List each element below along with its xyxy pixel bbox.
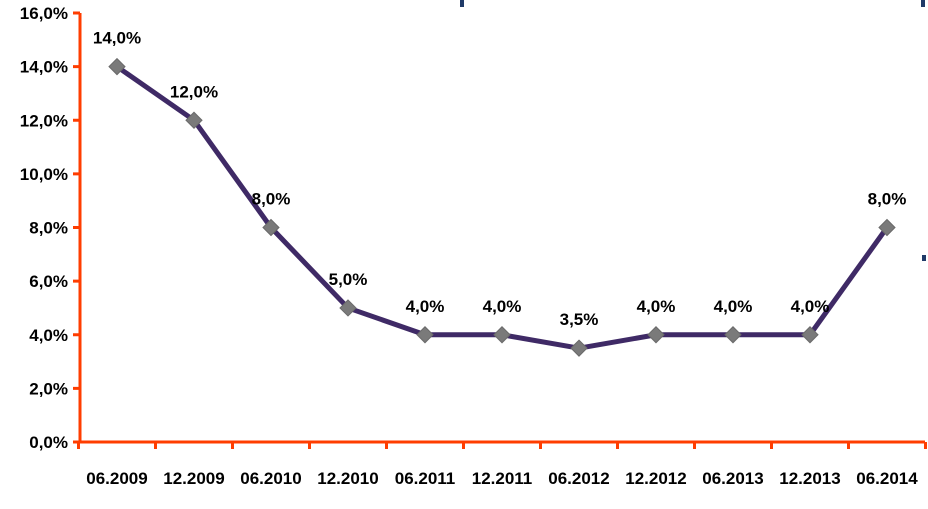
data-point-marker	[647, 326, 665, 344]
x-tick-label: 06.2012	[548, 469, 609, 488]
data-label: 4,0%	[714, 297, 753, 316]
y-tick-label: 0,0%	[29, 433, 68, 452]
decor-marks	[460, 0, 926, 261]
data-label: 8,0%	[252, 190, 291, 209]
data-point-marker	[493, 326, 511, 344]
data-labels: 14,0% 12,0% 8,0% 5,0% 4,0% 4,0% 3,5% 4,0% 4,0% 4,…	[93, 29, 906, 330]
x-tick-label: 12.2010	[317, 469, 378, 488]
x-tick-label: 06.2009	[86, 469, 147, 488]
x-tick-label: 06.2011	[395, 469, 456, 488]
decor-mark	[460, 0, 464, 7]
y-tick-label: 4,0%	[29, 326, 68, 345]
x-axis: 06.2009 12.2009 06.2010 12.2010 06.2011 12.20…	[77, 440, 927, 488]
data-label: 12,0%	[170, 82, 218, 101]
y-tick-label: 14,0%	[20, 58, 68, 77]
x-tick-label: 12.2009	[163, 469, 224, 488]
x-tick-label: 06.2013	[702, 469, 763, 488]
data-label: 8,0%	[868, 190, 907, 209]
x-tick-label: 06.2014	[856, 469, 918, 488]
y-tick-label: 12,0%	[20, 111, 68, 130]
y-axis: 0,0% 2,0% 4,0% 6,0% 8,0% 10,0% 12,0% 14,0% 16,0%	[20, 4, 82, 452]
data-label: 5,0%	[329, 270, 368, 289]
data-label: 4,0%	[791, 297, 830, 316]
decor-mark	[922, 255, 926, 261]
data-point-marker	[416, 326, 434, 344]
data-label: 4,0%	[637, 297, 676, 316]
data-point-marker	[801, 326, 819, 344]
x-tick-label: 12.2013	[779, 469, 840, 488]
x-tick-label: 12.2012	[625, 469, 686, 488]
data-point-marker	[185, 111, 203, 129]
data-label: 4,0%	[483, 297, 522, 316]
data-points	[108, 57, 896, 357]
y-tick-label: 6,0%	[29, 272, 68, 291]
x-tick-label: 06.2010	[240, 469, 301, 488]
data-point-marker	[878, 218, 896, 237]
data-point-marker	[262, 218, 280, 237]
y-tick-label: 10,0%	[20, 165, 68, 184]
data-point-marker	[570, 339, 588, 357]
data-label: 3,5%	[560, 310, 599, 329]
x-tick-label: 12.2011	[472, 469, 533, 488]
y-tick-label: 2,0%	[29, 379, 68, 398]
data-label: 14,0%	[93, 29, 141, 48]
y-tick-label: 16,0%	[20, 4, 68, 23]
data-point-marker	[108, 57, 126, 76]
decor-mark	[921, 0, 925, 7]
data-label: 4,0%	[406, 297, 445, 316]
data-point-marker	[339, 299, 357, 317]
y-tick-label: 8,0%	[29, 219, 68, 238]
data-point-marker	[724, 326, 742, 344]
